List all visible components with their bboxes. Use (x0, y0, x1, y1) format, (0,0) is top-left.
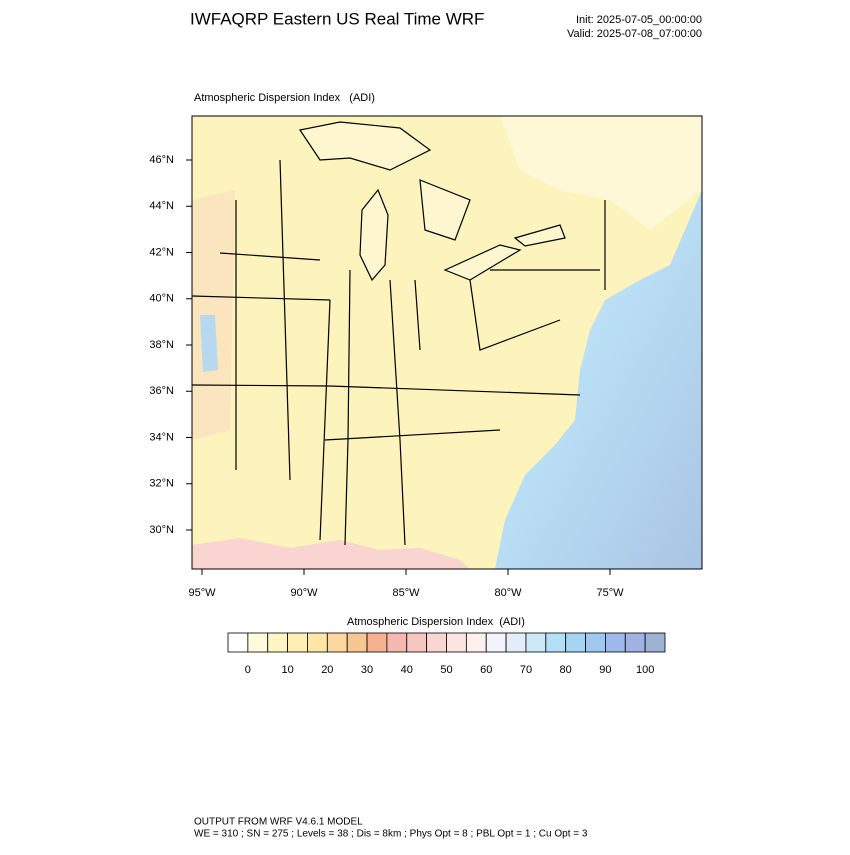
gulf (192, 538, 470, 569)
lat-label: 42°N (149, 246, 174, 258)
colorbar-box (644, 632, 666, 653)
colorbar-box (267, 632, 288, 653)
colorbar-label: 90 (599, 664, 611, 676)
blue-patch (200, 315, 218, 372)
colorbar-label: 20 (321, 664, 333, 676)
lon-label: 90°W (290, 587, 318, 599)
lon-label: 75°W (596, 587, 624, 599)
colorbar-box (287, 632, 308, 653)
colorbar-box (525, 632, 547, 653)
colorbar-box (485, 632, 507, 653)
colorbar-label: 70 (520, 664, 532, 676)
lon-label: 80°W (494, 587, 522, 599)
colorbar-label: 50 (440, 664, 452, 676)
colorbar-label: 0 (245, 664, 251, 676)
lat-label: 38°N (149, 339, 174, 351)
map-label: Atmospheric Dispersion Index (ADI) (194, 92, 375, 104)
colorbar-label: 80 (560, 664, 572, 676)
init-time: Init: 2025-07-05_00:00:00 (576, 14, 702, 26)
footer-line: OUTPUT FROM WRF V4.6.1 MODEL (194, 817, 363, 828)
colorbar-box (624, 632, 646, 653)
lat-label: 46°N (149, 154, 174, 166)
lat-label: 40°N (149, 293, 174, 305)
colorbar-box (307, 632, 328, 653)
colorbar-box (446, 632, 467, 653)
colorbar-box (227, 632, 249, 653)
map-frame (191, 115, 703, 570)
colorbar-label: 60 (480, 664, 492, 676)
colorbar-title: Atmospheric Dispersion Index (ADI) (347, 616, 525, 628)
colorbar-label: 40 (401, 664, 413, 676)
colorbar-box (386, 632, 408, 653)
atlantic (495, 190, 702, 569)
colorbar-box (585, 632, 606, 653)
footer-line: WE = 310 ; SN = 275 ; Levels = 38 ; Dis … (194, 829, 588, 840)
map (192, 116, 702, 569)
state-borders (192, 159, 606, 546)
lake-michigan (359, 188, 389, 282)
colorbar-box (605, 632, 626, 653)
colorbar-box (326, 632, 348, 653)
lake-huron (419, 179, 471, 241)
valid-time: Valid: 2025-07-08_07:00:00 (567, 28, 702, 40)
lon-label: 85°W (392, 587, 420, 599)
colorbar-box (247, 632, 269, 653)
colorbar-box (565, 632, 586, 653)
colorbar-box (545, 632, 567, 653)
lake-ontario (513, 224, 566, 247)
lat-label: 44°N (149, 200, 174, 212)
lat-label: 32°N (149, 478, 174, 490)
colorbar-label: 30 (361, 664, 373, 676)
lat-label: 36°N (149, 385, 174, 397)
lon-label: 95°W (188, 587, 216, 599)
canada (500, 116, 702, 230)
lake-superior (299, 121, 432, 171)
colorbar-box (346, 632, 368, 653)
colorbar-box (505, 632, 527, 653)
colorbar-label: 10 (281, 664, 293, 676)
lat-label: 34°N (149, 431, 174, 443)
lat-label: 30°N (149, 524, 174, 536)
lake-erie (443, 244, 522, 281)
title: IWFAQRP Eastern US Real Time WRF (190, 9, 484, 28)
colorbar-box (366, 632, 388, 653)
colorbar-box (465, 632, 487, 653)
colorbar-label: 100 (636, 664, 654, 676)
colorbar-box (426, 632, 447, 653)
colorbar-box (406, 632, 428, 653)
